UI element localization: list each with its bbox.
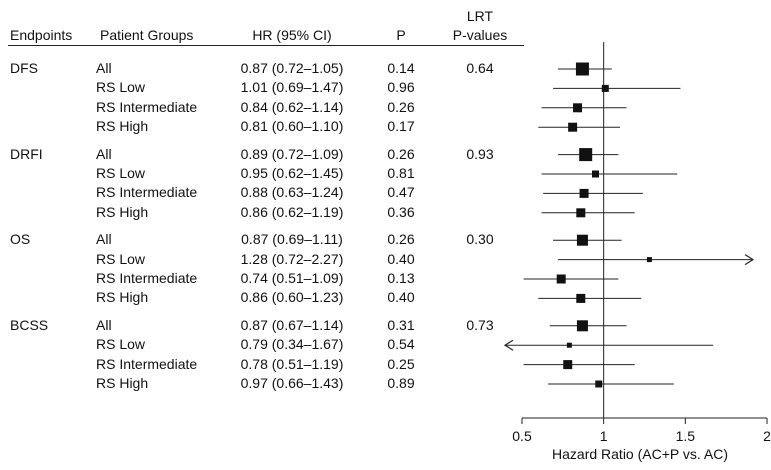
lrt-p-value: 0.93 [466,145,494,162]
p-value: 0.54 [387,336,415,353]
lrt-p-value: 0.30 [466,231,494,248]
hr-ci-label: 0.95 (0.62–1.45) [240,165,344,181]
header-p: P [396,27,406,43]
patient-group-label: RS Low [96,336,146,353]
hr-ci-label: 0.86 (0.60–1.23) [240,289,344,306]
patient-group-label: All [96,231,112,248]
hr-ci-label: 1.01 (0.69–1.47) [240,79,344,96]
hr-ci-label: 0.78 (0.51–1.19) [240,355,344,372]
header-patient-groups: Patient Groups [100,27,194,43]
header-rule [8,45,524,46]
patient-group-label: RS Low [96,79,146,96]
hr-point-marker [563,360,573,370]
hr-point-marker [592,170,599,178]
p-value: 0.40 [387,250,415,267]
lrt-p-value: 0.73 [466,316,494,333]
header-endpoints: Endpoints [10,27,73,43]
header-lrt-line2: P-values [452,27,508,43]
p-value: 0.14 [387,60,415,76]
p-value: 0.96 [387,79,415,96]
hr-point-marker [579,148,593,162]
x-tick-label: 1.5 [675,428,696,444]
patient-group-label: All [96,60,112,76]
hr-point-marker [556,274,566,284]
patient-group-label: RS High [96,289,149,306]
patient-group-label: All [96,145,112,162]
hr-point-marker [576,320,588,332]
x-tick-label: 1 [599,428,608,444]
hr-ci-label: 0.86 (0.62–1.19) [240,203,344,220]
ci-arrow-right [744,254,755,266]
p-value: 0.17 [387,118,415,135]
p-value: 0.26 [387,231,415,248]
hr-ci-label: 0.87 (0.67–1.14) [240,316,344,333]
hr-ci-label: 0.84 (0.62–1.14) [240,98,344,115]
x-tick-label: 2 [763,428,771,444]
endpoint-label: OS [10,231,31,248]
hr-point-marker [576,234,588,246]
hr-point-marker [576,208,586,218]
x-tick-label: 0.5 [512,428,532,444]
p-value: 0.26 [387,145,415,162]
hr-point-marker [576,293,586,303]
patient-group-label: RS High [96,118,149,135]
patient-group-label: All [96,316,112,333]
hr-ci-label: 0.89 (0.72–1.09) [240,145,344,162]
p-value: 0.40 [387,289,415,306]
hr-ci-label: 0.97 (0.66–1.43) [240,375,344,391]
patient-group-label: RS High [96,375,149,391]
lrt-p-value: 0.64 [466,60,494,76]
header-lrt-line1: LRT [466,8,494,24]
patient-group-label: RS Intermediate [96,355,198,372]
endpoint-label: BCSS [10,316,49,333]
hr-ci-label: 0.88 (0.63–1.24) [240,184,344,201]
hr-point-marker [595,380,603,388]
ci-arrow-left [503,339,514,351]
p-value: 0.26 [387,98,415,115]
hr-point-marker [575,62,589,76]
hr-point-marker [566,342,572,348]
endpoint-label: DRFI [10,145,43,162]
hr-ci-label: 0.74 (0.51–1.09) [240,270,344,286]
header-hr-ci: HR (95% CI) [252,27,332,43]
hr-ci-label: 0.81 (0.60–1.10) [240,118,344,135]
p-value: 0.81 [387,165,415,181]
p-value: 0.25 [387,355,415,372]
patient-group-label: RS Low [96,250,146,267]
patient-group-label: RS Low [96,165,146,181]
endpoint-label: DFS [10,60,38,76]
hr-point-marker [568,122,578,132]
p-value: 0.89 [387,375,415,391]
x-axis-label: Hazard Ratio (AC+P vs. AC) [552,446,728,462]
hr-point-marker [573,103,583,113]
p-value: 0.36 [387,203,415,220]
hr-ci-label: 0.87 (0.69–1.11) [241,231,343,248]
hr-point-marker [601,84,609,92]
hr-ci-label: 0.87 (0.72–1.05) [240,60,344,76]
p-value: 0.13 [387,270,415,286]
hr-ci-label: 0.79 (0.34–1.67) [240,336,344,353]
p-value: 0.47 [387,184,415,201]
hr-point-marker [646,257,652,263]
hr-point-marker [579,188,589,198]
patient-group-label: RS High [96,203,149,220]
hr-ci-label: 1.28 (0.72–2.27) [240,250,344,267]
patient-group-label: RS Intermediate [96,184,198,201]
patient-group-label: RS Intermediate [96,270,198,286]
p-value: 0.31 [387,316,415,333]
patient-group-label: RS Intermediate [96,98,198,115]
